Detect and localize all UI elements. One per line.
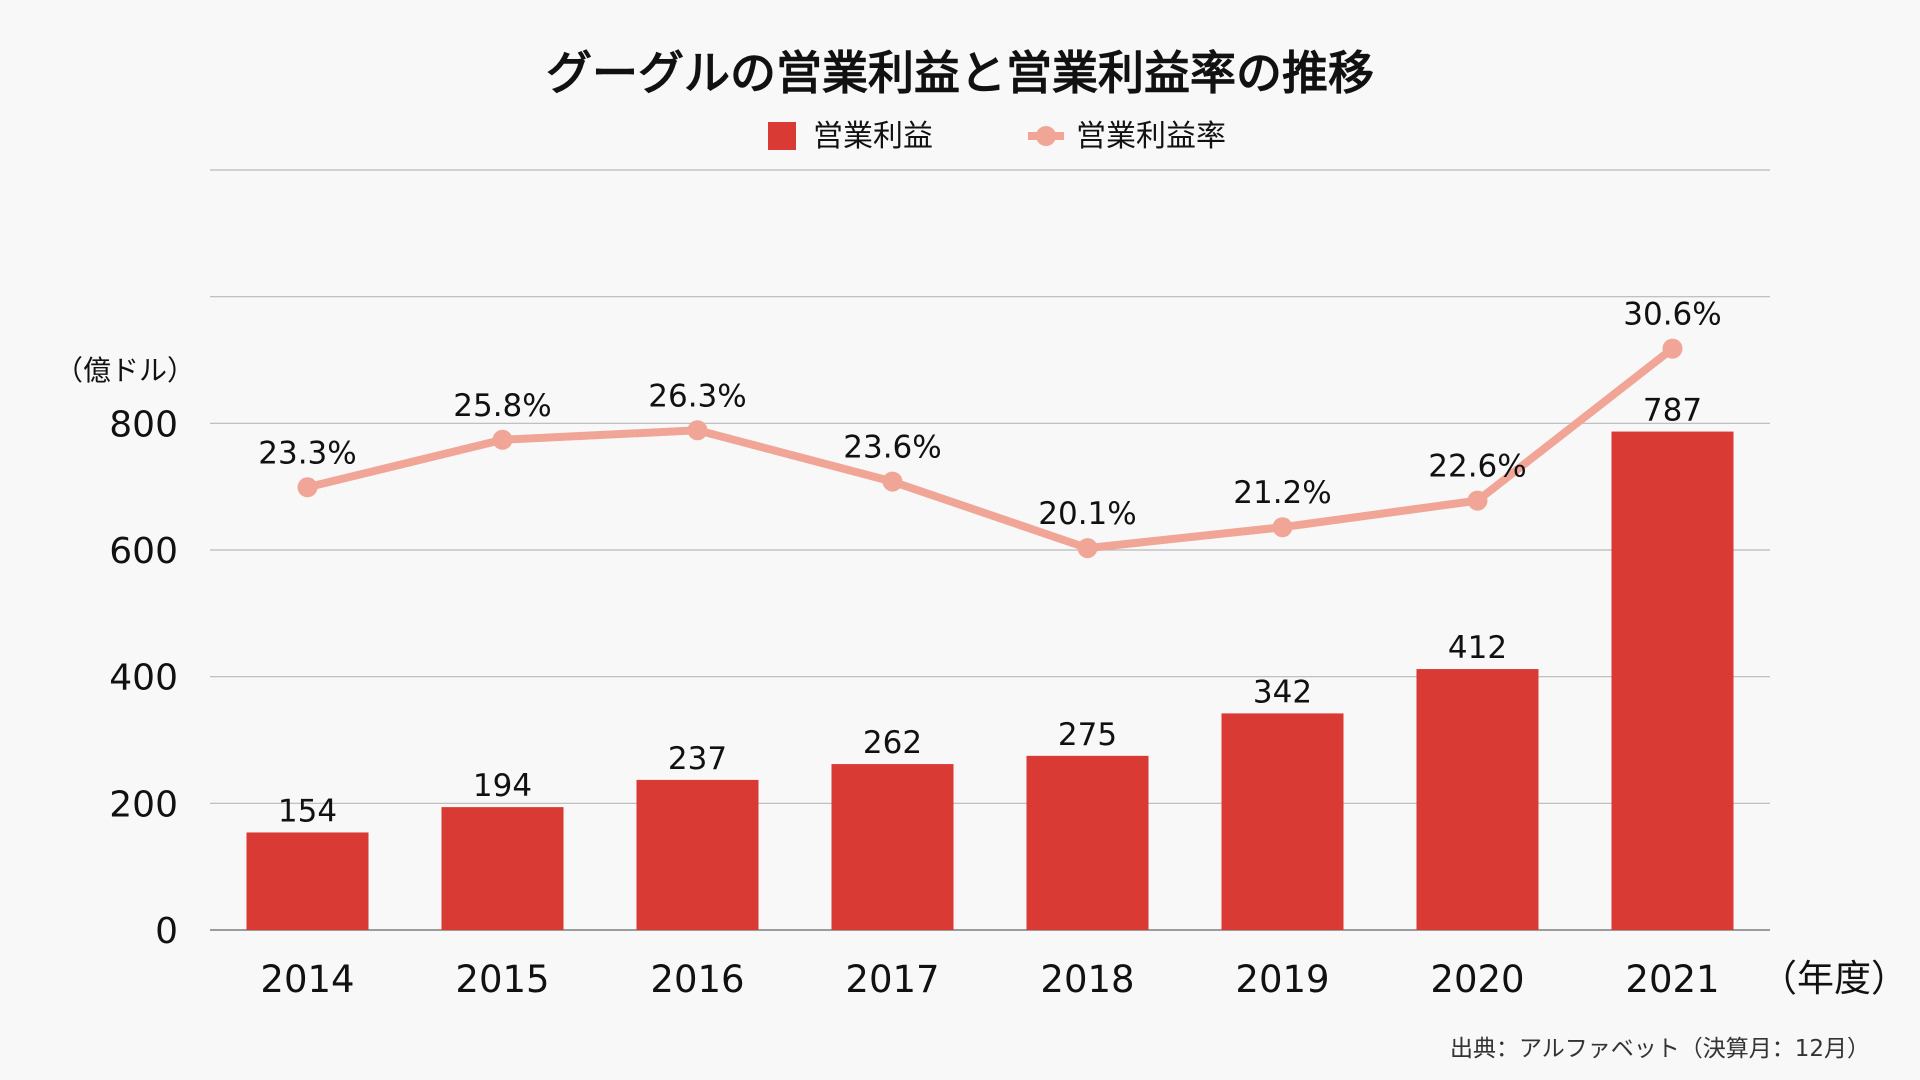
bar-2015 xyxy=(441,807,564,930)
margin-point-2018 xyxy=(1077,538,1098,559)
bar-value-label: 342 xyxy=(1253,674,1312,710)
margin-value-labels: 23.3% 25.8% 26.3% 23.6% 20.1% 21.2% 22.6% 30.6% xyxy=(258,297,1721,532)
bar-value-label: 275 xyxy=(1058,717,1117,753)
margin-point-2017 xyxy=(882,471,903,492)
margin-value-label: 21.2% xyxy=(1233,475,1331,511)
x-tick-label: 2015 xyxy=(455,958,549,1001)
bar-value-label: 262 xyxy=(863,725,922,761)
margin-value-label: 26.3% xyxy=(648,378,746,414)
y-tick-label: 0 xyxy=(155,911,178,952)
margin-value-label: 23.6% xyxy=(843,430,941,466)
margin-point-2014 xyxy=(297,477,318,498)
bar-2016 xyxy=(636,779,759,930)
margin-point-2015 xyxy=(492,429,513,450)
margin-point-2021 xyxy=(1662,338,1683,359)
x-tick-label: 2019 xyxy=(1235,958,1329,1001)
x-tick-label: 2014 xyxy=(260,958,354,1001)
y-axis-ticks: 0 200 400 600 800 xyxy=(109,404,178,952)
bar-value-label: 194 xyxy=(473,768,532,804)
x-tick-label: 2021 xyxy=(1625,958,1719,1001)
bar-value-label: 787 xyxy=(1643,393,1702,429)
legend-bar-swatch xyxy=(768,122,796,150)
chart-title: グーグルの営業利益と営業利益率の推移 xyxy=(546,46,1374,100)
x-tick-label: 2020 xyxy=(1430,958,1524,1001)
bar-value-label: 237 xyxy=(668,741,727,777)
margin-point-2019 xyxy=(1272,517,1293,538)
bar-value-label: 154 xyxy=(278,793,337,829)
x-axis-unit-label: （年度） xyxy=(1760,957,1908,1000)
margin-value-label: 20.1% xyxy=(1038,496,1136,532)
y-tick-label: 600 xyxy=(109,531,178,572)
bar-2021 xyxy=(1611,431,1734,930)
bar-2019 xyxy=(1221,713,1344,930)
margin-point-2020 xyxy=(1467,490,1488,511)
bar-2014 xyxy=(246,832,369,930)
bar-2020 xyxy=(1416,669,1539,930)
x-tick-label: 2017 xyxy=(845,958,939,1001)
margin-point-2016 xyxy=(687,420,708,441)
y-tick-label: 800 xyxy=(109,404,178,445)
bar-2017 xyxy=(831,764,954,930)
x-axis-ticks: 2014 2015 2016 2017 2018 2019 2020 2021 xyxy=(260,958,1719,1001)
legend: 営業利益 営業利益率 xyxy=(768,119,1226,154)
legend-line-marker xyxy=(1036,126,1056,146)
legend-bar-label: 営業利益 xyxy=(813,119,933,154)
margin-value-label: 25.8% xyxy=(453,388,551,424)
bar-value-label: 412 xyxy=(1448,630,1507,666)
x-tick-label: 2018 xyxy=(1040,958,1134,1001)
bar-2018 xyxy=(1026,755,1149,930)
margin-value-label: 22.6% xyxy=(1428,449,1526,485)
margin-value-label: 30.6% xyxy=(1623,297,1721,333)
y-tick-label: 400 xyxy=(109,658,178,699)
source-note: 出典：アルファベット（決算月：12月） xyxy=(1450,1036,1870,1062)
y-tick-label: 200 xyxy=(109,784,178,825)
margin-value-label: 23.3% xyxy=(258,435,356,471)
margin-line-path xyxy=(303,344,1677,553)
x-tick-label: 2016 xyxy=(650,958,744,1001)
legend-line-label: 営業利益率 xyxy=(1076,119,1226,154)
bar-value-labels: 154 194 237 262 275 342 412 787 xyxy=(278,393,1702,830)
margin-line xyxy=(297,338,1683,559)
y-axis-unit-label: （億ドル） xyxy=(55,354,195,387)
bars xyxy=(246,431,1734,930)
